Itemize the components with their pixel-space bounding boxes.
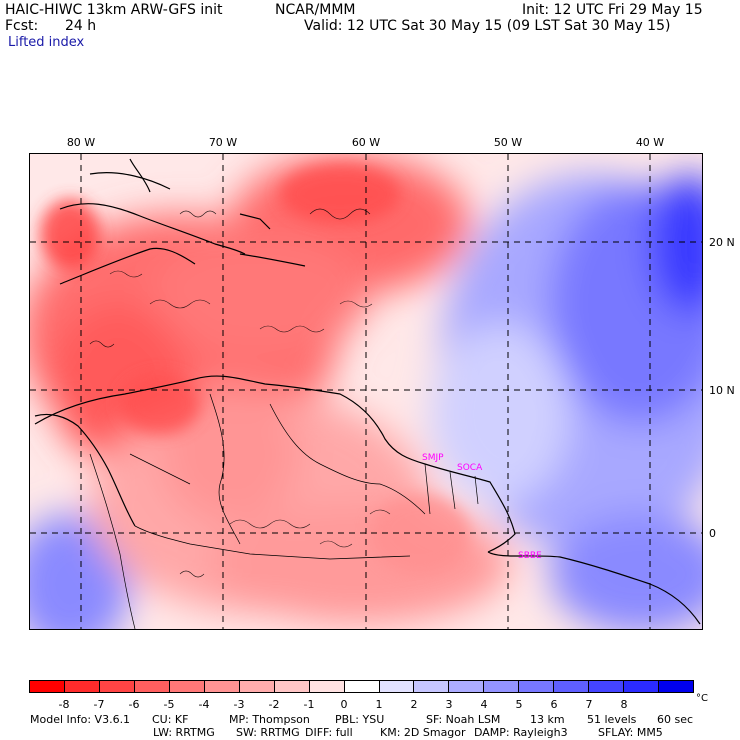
lat-label-10n: 10 N [709,384,735,397]
footer-sflay: SFLAY: MM5 [598,726,663,739]
colorbar-swatch [63,681,99,692]
colorbar-tick-label: 8 [620,698,628,711]
title: HAIC-HIWC 13km ARW-GFS init [5,2,223,18]
colorbar-swatch [658,681,694,692]
colorbar-swatch [518,681,554,692]
colorbar-swatch [343,681,379,692]
graticule [30,154,702,629]
colorbar [29,680,694,693]
footer-lw: LW: RRTMG [153,726,215,739]
footer-cu: CU: KF [152,713,189,726]
field-name: Lifted index [8,35,85,50]
coastlines [34,158,701,625]
forecast-hour: 24 h [65,18,97,34]
footer-sw: SW: RRTMG [236,726,300,739]
colorbar-swatch [308,681,344,692]
station-label: SMJP [422,453,444,463]
footer-resolution: 13 km [530,713,565,726]
colorbar-tick-label: -2 [268,698,280,711]
colorbar-swatch [168,681,204,692]
footer-mp: MP: Thompson [229,713,310,726]
colorbar-swatch [203,681,239,692]
stable-region-southeast [550,514,702,629]
colorbar-swatch [413,681,449,692]
colorbar-swatch [30,681,64,692]
colorbar-swatch [553,681,589,692]
colorbar-swatch [378,681,414,692]
colorbar-swatch [623,681,659,692]
forecast-label: Fcst: [5,18,39,34]
colorbar-tick-label: 7 [585,698,593,711]
colorbar-tick-label: 4 [480,698,488,711]
colorbar-tick-label: -3 [233,698,245,711]
footer-pbl: PBL: YSU [335,713,385,726]
colorbar-tick-label: 3 [445,698,453,711]
colorbar-tick-label: 0 [340,698,348,711]
colorbar-tick-label: 1 [375,698,383,711]
colorbar-swatch [273,681,309,692]
lon-label-70w: 70 W [208,136,238,149]
colorbar-unit: °C [696,693,708,704]
footer-sf: SF: Noah LSM [426,713,501,726]
footer-diff: DIFF: full [305,726,353,739]
lon-label-60w: 60 W [351,136,381,149]
footer-km: KM: 2D Smagor [380,726,466,739]
colorbar-tick-label: -1 [303,698,315,711]
lon-label-80w: 80 W [66,136,96,149]
colorbar-swatch [133,681,169,692]
footer-timestep: 60 sec [657,713,694,726]
colorbar-tick-label: -8 [58,698,70,711]
lat-label-0: 0 [709,527,716,540]
colorbar-swatch [238,681,274,692]
lifted-index-map: SMJP SOCA SBBE [29,153,703,630]
colorbar-tick-label: 5 [515,698,523,711]
colorbar-swatch [588,681,624,692]
colorbar-swatch [448,681,484,692]
country-borders [89,393,479,629]
colorbar-tick-label: 6 [550,698,558,711]
colorbar-swatch [98,681,134,692]
footer-levels: 51 levels [587,713,637,726]
footer-damp: DAMP: Rayleigh3 [474,726,568,739]
colorbar-tick-label: 2 [410,698,418,711]
colorbar-swatch [483,681,519,692]
contour-lines [89,208,391,578]
valid-time: Valid: 12 UTC Sat 30 May 15 (09 LST Sat … [304,18,671,34]
station-label: SBBE [518,551,542,561]
lon-label-40w: 40 W [635,136,665,149]
colorbar-tick-label: -5 [163,698,175,711]
colorbar-tick-label: -7 [93,698,105,711]
colorbar-tick-label: -6 [128,698,140,711]
station-label: SOCA [457,463,483,473]
colorbar-tick-label: -4 [198,698,210,711]
map-canvas: SMJP SOCA SBBE [30,154,702,629]
lon-label-50w: 50 W [493,136,523,149]
lat-label-20n: 20 N [709,236,735,249]
footer-model-info: Model Info: V3.6.1 [30,713,131,726]
init-time: Init: 12 UTC Fri 29 May 15 [522,2,703,18]
organization: NCAR/MMM [275,2,356,18]
